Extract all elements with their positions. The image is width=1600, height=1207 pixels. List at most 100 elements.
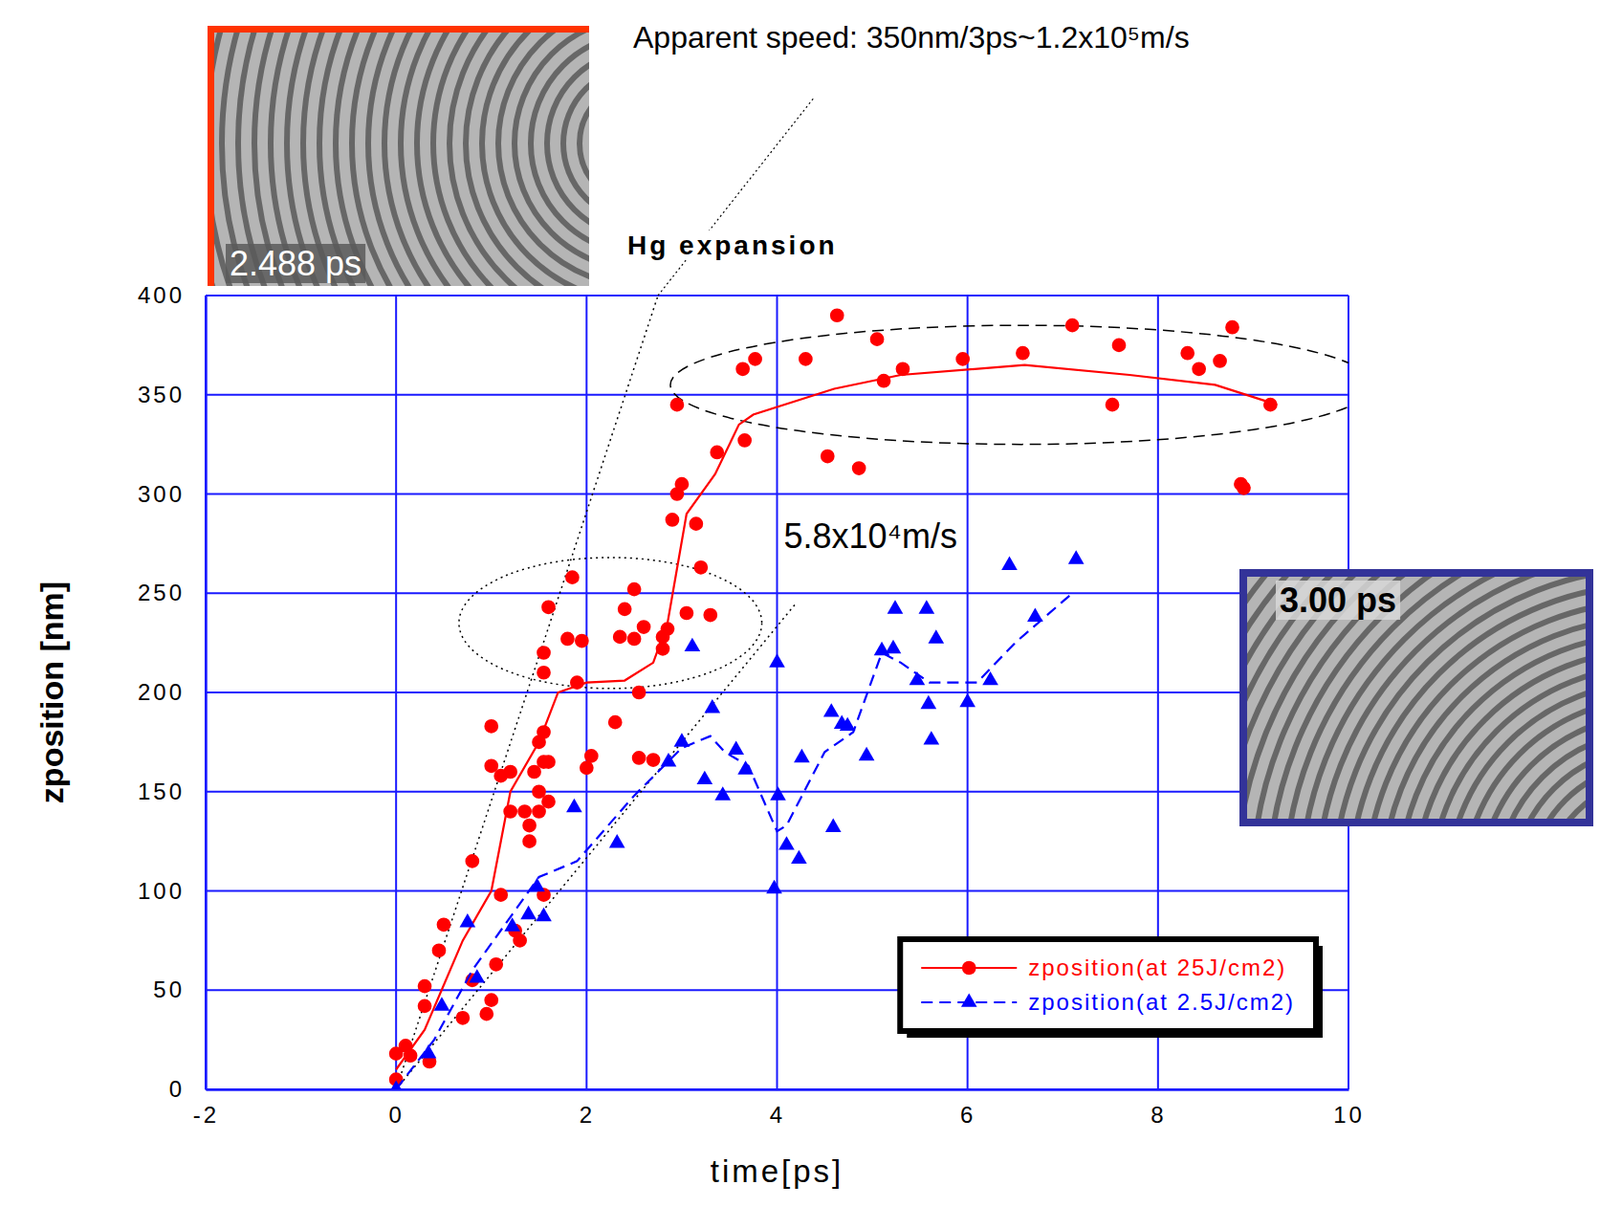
point [830, 307, 845, 323]
fringe [1495, 730, 1594, 827]
fringe [1251, 569, 1594, 827]
point [660, 752, 678, 767]
tick-label: 6 [960, 1101, 976, 1128]
point [403, 1048, 418, 1063]
point [896, 361, 911, 376]
fringe [335, 25, 590, 286]
fringe [207, 25, 590, 286]
inset-label: 2.488 ps [229, 243, 362, 284]
point [1191, 361, 1206, 376]
point [702, 608, 718, 623]
inset: 2.488 ps [0, 0, 1499, 1002]
point [503, 804, 518, 819]
point [790, 850, 808, 864]
fringe [1239, 569, 1594, 827]
tick-label: 150 [137, 778, 185, 805]
point [923, 730, 941, 745]
point [632, 750, 647, 766]
point [793, 748, 811, 763]
point [1225, 320, 1240, 335]
tick-label: 2 [579, 1101, 595, 1128]
tick: 250 [137, 579, 206, 606]
tick: -2 [193, 1089, 220, 1128]
tick: 300 [137, 481, 206, 507]
point [660, 621, 676, 636]
point [536, 724, 551, 740]
point [608, 715, 623, 730]
fringe [1239, 569, 1594, 827]
point [714, 786, 731, 800]
point [560, 632, 575, 647]
point [609, 833, 626, 848]
legend-label: zposition(at 2.5J/cm2) [1028, 988, 1295, 1015]
grid-line-y [205, 394, 1349, 396]
highlight-ellipse [670, 325, 1349, 445]
tick-label: 8 [1150, 1101, 1166, 1128]
point [636, 619, 652, 635]
point [504, 917, 521, 931]
fringe [207, 25, 590, 286]
tick: 0 [169, 1075, 206, 1102]
tick-label: 50 [153, 976, 185, 1003]
point [727, 741, 745, 755]
fringe [368, 25, 590, 286]
fringe [1239, 569, 1594, 827]
fringe [207, 25, 590, 286]
leader-line [657, 96, 815, 296]
annotation-line [395, 603, 796, 1090]
fringe [400, 25, 590, 286]
point [479, 1007, 494, 1022]
point [464, 854, 480, 869]
point [858, 746, 876, 761]
tick-label: 10 [1333, 1101, 1365, 1128]
tick: 50 [153, 976, 206, 1003]
fringe [221, 25, 590, 286]
fringe [207, 25, 590, 286]
fringe [207, 25, 590, 286]
fringe [1381, 616, 1594, 827]
point [870, 331, 885, 347]
fringe [207, 25, 590, 286]
fringe [1239, 569, 1594, 827]
point [522, 833, 537, 849]
legend-item: zposition(at 25J/cm2) [920, 954, 1287, 981]
x-axis: -20246810 [193, 1089, 1365, 1128]
point [703, 699, 721, 713]
point [565, 569, 580, 585]
fringe [1239, 569, 1594, 827]
grid [205, 295, 1349, 1090]
tick-label: 100 [137, 877, 185, 904]
fringe [1239, 569, 1594, 827]
fringe [1430, 665, 1594, 827]
point [675, 477, 690, 492]
fringe [1528, 763, 1594, 827]
point [535, 907, 552, 921]
fringe [1239, 569, 1594, 827]
fringe [1446, 681, 1594, 827]
fringe [1239, 569, 1594, 827]
point [569, 675, 585, 690]
inset: 3.00 ps [796, 31, 1600, 1207]
point [825, 817, 842, 832]
tick-label: 200 [137, 679, 185, 705]
tick-label: 350 [137, 381, 185, 408]
point [737, 433, 752, 448]
tick-label: 0 [169, 1075, 185, 1102]
point [584, 748, 599, 764]
point [1001, 556, 1018, 570]
point [798, 351, 813, 367]
grid-line-x [204, 295, 207, 1090]
fringe [207, 25, 590, 286]
tick: 8 [1150, 1089, 1166, 1128]
point [674, 732, 691, 746]
fringe [1239, 569, 1594, 827]
fringe [1463, 698, 1594, 827]
tick-label: 4 [769, 1101, 786, 1128]
inset-label: 3.00 ps [1279, 580, 1397, 620]
fringe [1512, 746, 1594, 827]
tick: 6 [960, 1089, 976, 1128]
fringe [1239, 569, 1594, 827]
label-patch [225, 243, 366, 284]
legend-label: zposition(at 25J/cm2) [1028, 954, 1287, 981]
fringe [207, 25, 590, 286]
